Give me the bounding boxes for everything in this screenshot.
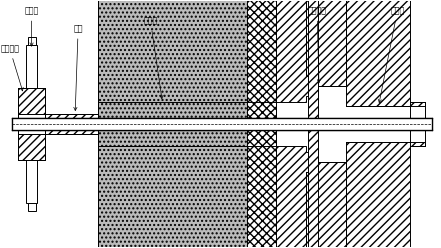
Bar [12,118,432,130]
Bar [26,160,37,203]
Text: 压管: 压管 [73,24,83,111]
Bar [308,0,318,248]
Polygon shape [306,162,346,248]
Polygon shape [306,0,346,86]
Polygon shape [18,134,45,160]
Polygon shape [410,142,425,146]
Bar [26,45,37,88]
Polygon shape [346,0,410,106]
Bar [98,0,247,248]
Bar [12,118,432,130]
Bar [18,114,45,134]
Polygon shape [346,142,410,248]
Bar [247,0,277,248]
Text: 调偏压帽: 调偏压帽 [307,6,327,83]
Text: 加力杠: 加力杠 [24,6,39,46]
Text: 支撑垫: 支撑垫 [0,247,1,248]
Text: 盘根压帽: 盘根压帽 [0,44,23,91]
Text: 盘根盒: 盘根盒 [143,16,163,99]
Polygon shape [277,0,318,102]
Polygon shape [277,146,318,248]
Polygon shape [98,146,277,248]
Text: 盘根: 盘根 [0,247,1,248]
Polygon shape [410,102,425,106]
Bar [28,37,36,45]
Polygon shape [18,88,45,114]
Bar [28,203,36,211]
Polygon shape [45,130,98,134]
Text: 连接套: 连接套 [378,6,404,103]
Polygon shape [45,114,98,118]
Text: 光杆: 光杆 [0,247,1,248]
Polygon shape [98,0,277,102]
Text: 石棉垫: 石棉垫 [0,247,1,248]
